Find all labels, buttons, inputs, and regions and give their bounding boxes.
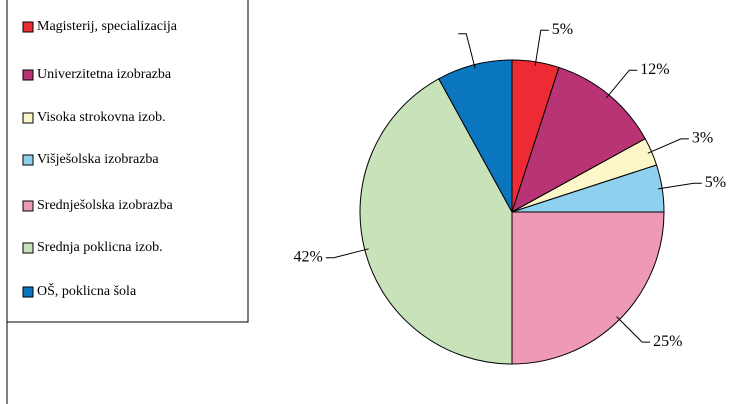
legend-swatch [22, 112, 34, 124]
data-label: 5% [552, 21, 573, 38]
legend-label: Univerzitetna izobrazba [37, 67, 172, 82]
leader-line [605, 69, 638, 99]
leader-line [658, 182, 702, 190]
legend-label: Srednja poklicna izob. [37, 240, 163, 255]
data-label: 3% [692, 130, 713, 147]
legend-label: OŠ, poklicna šola [37, 282, 137, 299]
legend-swatch [22, 21, 34, 33]
legend-label: Višješolska izobrazba [37, 152, 159, 167]
legend-box [6, 0, 249, 323]
data-label: 42% [293, 248, 322, 265]
data-label: 12% [640, 61, 669, 78]
leader-line [616, 316, 651, 343]
legend-swatch [22, 242, 34, 254]
legend-swatch [22, 200, 34, 212]
legend-label: Srednješolska izobrazba [37, 198, 173, 213]
leader-line [325, 248, 369, 259]
data-label: 5% [705, 174, 726, 191]
data-label: 25% [653, 333, 682, 350]
legend-label: Magisterij, specializacija [37, 19, 178, 34]
legend-label: Visoka strokovna izob. [37, 110, 166, 125]
legend-swatch [22, 286, 34, 298]
legend-swatch [22, 154, 34, 166]
legend-swatch [22, 69, 34, 81]
leader-line [458, 33, 476, 69]
leader-line [534, 29, 549, 66]
leader-line [647, 138, 689, 154]
